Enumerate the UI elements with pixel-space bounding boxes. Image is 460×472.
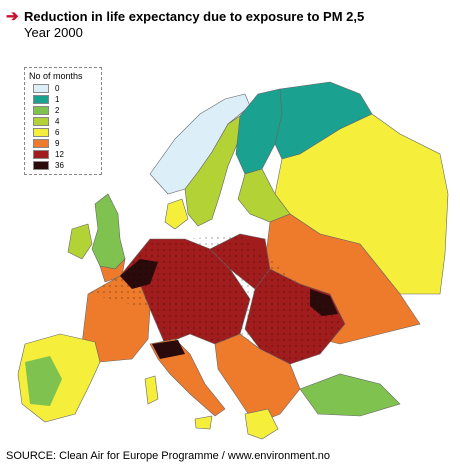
- legend-row: 9: [29, 138, 97, 149]
- legend-swatch: [33, 84, 49, 93]
- legend-swatch: [33, 95, 49, 104]
- legend-label: 4: [55, 117, 60, 126]
- legend-row: 0: [29, 83, 97, 94]
- legend-swatch: [33, 128, 49, 137]
- legend-label: 9: [55, 139, 60, 148]
- legend-row: 36: [29, 160, 97, 171]
- map-title: Reduction in life expectancy due to expo…: [24, 8, 365, 24]
- legend-label: 6: [55, 128, 60, 137]
- region-po-valley: [152, 340, 185, 359]
- region-iberia-west: [25, 356, 62, 406]
- region-greece: [244, 408, 279, 440]
- legend-label: 36: [55, 161, 64, 170]
- legend-title: No of months: [29, 71, 83, 81]
- legend-row: 12: [29, 149, 97, 160]
- region-sweden: [184, 115, 241, 227]
- legend-swatch: [33, 106, 49, 115]
- title-row: ➔ Reduction in life expectancy due to ex…: [6, 7, 364, 25]
- map-texture: [88, 234, 345, 364]
- legend-row: 1: [29, 94, 97, 105]
- map-legend: No of months 0 1 2 4 6 9 12 36: [24, 67, 102, 175]
- arrow-right-icon: ➔: [6, 8, 19, 25]
- region-italy: [149, 338, 226, 417]
- legend-label: 1: [55, 95, 60, 104]
- map-subtitle: Year 2000: [24, 25, 83, 40]
- legend-swatch: [33, 161, 49, 170]
- europe-map: [0, 44, 460, 444]
- region-denmark: [164, 198, 189, 230]
- region-uk-south: [99, 258, 126, 283]
- legend-items: 0 1 2 4 6 9 12 36: [29, 83, 97, 171]
- legend-row: 4: [29, 116, 97, 127]
- legend-label: 0: [55, 84, 60, 93]
- legend-swatch: [33, 150, 49, 159]
- legend-row: 6: [29, 127, 97, 138]
- region-sicily: [194, 415, 213, 430]
- legend-row: 2: [29, 105, 97, 116]
- region-ireland: [67, 223, 93, 260]
- legend-label: 12: [55, 150, 64, 159]
- legend-swatch: [33, 139, 49, 148]
- region-norway: [149, 93, 251, 195]
- region-uk: [91, 193, 126, 270]
- region-sardinia: [144, 375, 159, 405]
- source-note: SOURCE: Clean Air for Europe Programme /…: [6, 450, 331, 462]
- legend-swatch: [33, 117, 49, 126]
- legend-label: 2: [55, 106, 60, 115]
- region-turkey: [299, 373, 401, 417]
- map-svg: [17, 81, 449, 440]
